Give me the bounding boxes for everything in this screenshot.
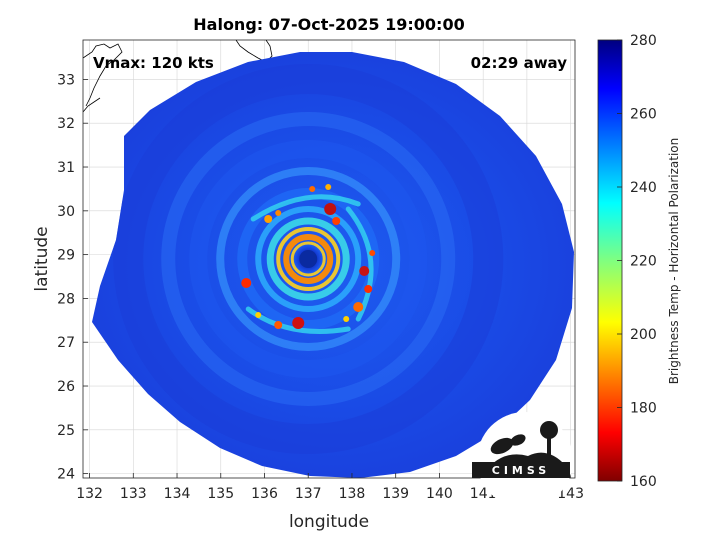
x-tick-label: 137: [295, 486, 322, 502]
spiral-band: [345, 206, 374, 322]
convective-cell: [309, 186, 316, 192]
convective-cell: [343, 316, 350, 322]
eyewall-ring: [237, 188, 380, 330]
x-axis-label: longitude: [289, 512, 369, 532]
y-tick-label: 33: [57, 72, 75, 88]
spiral-band: [250, 194, 361, 222]
vmax-annotation: Vmax: 120 kts: [93, 54, 214, 72]
y-axis-label: latitude: [32, 226, 52, 291]
axes-frame: [82, 39, 576, 479]
convective-cell: [241, 278, 252, 288]
colorbar-tick-label: 280: [630, 33, 657, 49]
y-tick-label: 26: [57, 379, 75, 395]
convective-cell: [364, 285, 373, 293]
colorbar-tick-label: 260: [630, 107, 657, 123]
y-tick-label: 30: [57, 204, 75, 220]
cimss-logo: CIMSS: [472, 412, 573, 508]
x-tick-label: 136: [251, 486, 278, 502]
convective-cell: [274, 321, 283, 329]
colorbar-ticks: 160 180 200 220 240 260 280: [617, 33, 657, 490]
eyewall-ring: [276, 227, 341, 291]
convective-cell: [324, 203, 337, 215]
convective-cell: [325, 184, 332, 190]
eyewall-ring: [189, 140, 428, 378]
convective-cell: [264, 215, 273, 223]
eyewall-ring: [161, 112, 456, 406]
x-tick-label: 135: [207, 486, 234, 502]
chart-title: Halong: 07-Oct-2025 19:00:00: [193, 15, 464, 34]
eyewall-ring: [113, 64, 504, 454]
y-tick-label: 32: [57, 116, 75, 132]
y-tick-label: 25: [57, 423, 75, 439]
x-tick-label: 133: [120, 486, 147, 502]
convective-cell: [255, 312, 262, 318]
colorbar-tick-label: 220: [630, 254, 657, 270]
convective-cell: [332, 217, 341, 225]
x-tick-label: 134: [164, 486, 191, 502]
storm-eye-core: [299, 250, 318, 268]
colorbar-tick-label: 160: [630, 474, 657, 490]
colorbar-tick-label: 240: [630, 180, 657, 196]
x-tick-label: 132: [76, 486, 103, 502]
eyewall-ring: [266, 217, 350, 301]
y-axis-ticks: 24 25 26 27 28 29 30 31 32 33: [57, 72, 88, 483]
convective-cell: [369, 250, 376, 256]
cimss-logo-text: CIMSS: [492, 464, 550, 477]
convective-cell: [292, 317, 305, 329]
convective-cell: [275, 210, 282, 216]
eyewall-ring: [255, 206, 362, 312]
x-tick-label: 143: [557, 486, 584, 502]
eyewall-ring: [290, 241, 326, 277]
x-tick-label: 138: [339, 486, 366, 502]
colorbar-tick-label: 200: [630, 327, 657, 343]
time-away-annotation: 02:29 away: [471, 54, 568, 72]
colorbar-label: Brightness Temp - Horizontal Polarizatio…: [667, 138, 681, 385]
x-tick-label: 139: [382, 486, 409, 502]
y-tick-label: 28: [57, 291, 75, 307]
y-tick-label: 29: [57, 248, 75, 264]
colorbar-tick-label: 180: [630, 401, 657, 417]
y-tick-label: 24: [57, 467, 75, 483]
y-tick-label: 27: [57, 335, 75, 351]
storm-structure: [113, 64, 504, 454]
y-tick-label: 31: [57, 160, 75, 176]
eyewall-ring: [216, 167, 401, 351]
x-tick-label: 140: [426, 486, 453, 502]
convective-cell: [359, 266, 370, 276]
eyewall-ring: [283, 234, 334, 284]
convective-cell: [353, 302, 364, 312]
